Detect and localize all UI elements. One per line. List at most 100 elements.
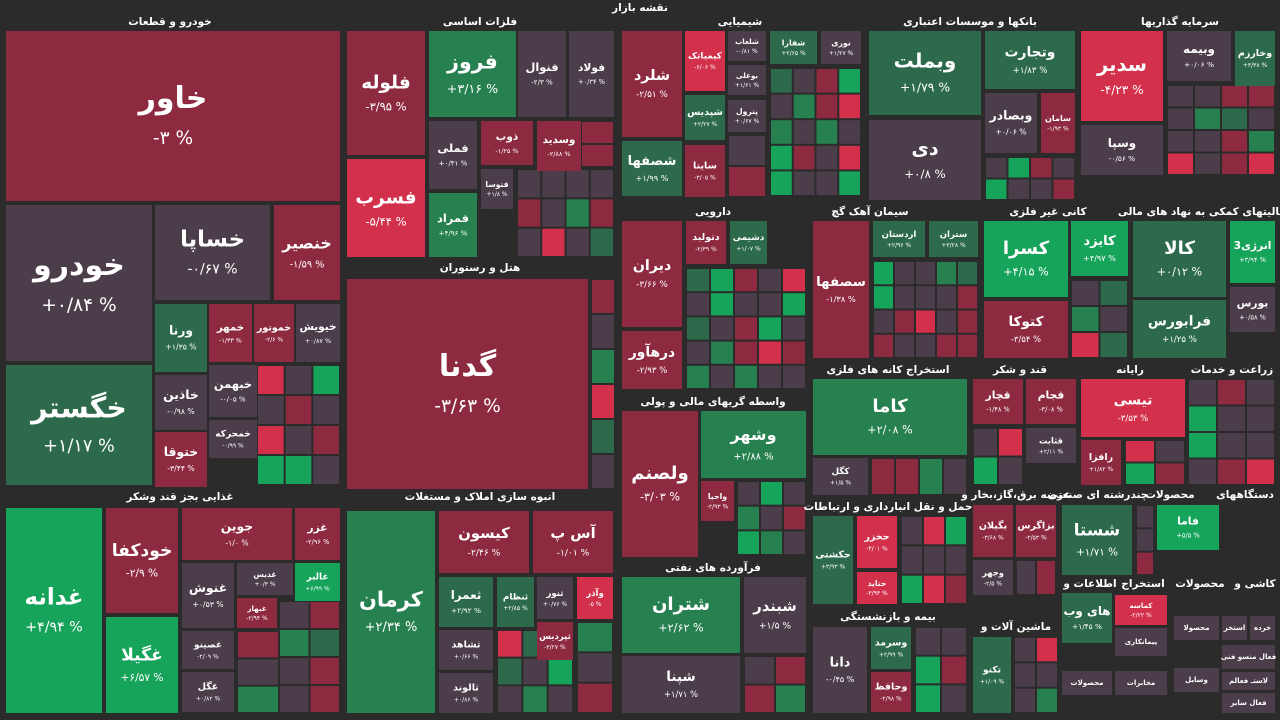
stock-tile[interactable] [622,141,682,196]
stock-tile[interactable] [728,65,766,95]
stock-tile[interactable] [533,511,613,573]
stock-tile[interactable] [182,563,234,628]
stock-tile[interactable] [869,120,981,200]
stock-tile[interactable] [439,577,493,627]
stock-tile[interactable] [1115,595,1167,625]
stock-tile[interactable] [701,411,806,478]
stock-tile[interactable] [254,304,294,362]
stock-tile[interactable] [1115,671,1167,695]
stock-tile[interactable] [929,221,978,257]
stock-tile[interactable] [1081,125,1163,175]
stock-tile[interactable] [295,563,340,601]
stock-tile[interactable] [182,508,292,560]
stock-tile[interactable] [155,205,270,300]
stock-tile[interactable] [518,31,566,117]
stock-tile[interactable] [1071,221,1128,276]
stock-tile[interactable] [1174,616,1219,640]
stock-tile[interactable] [857,572,897,604]
stock-tile[interactable] [439,673,493,713]
stock-tile[interactable] [1222,616,1247,640]
stock-tile[interactable] [6,205,152,361]
stock-tile[interactable] [1081,31,1163,121]
stock-tile[interactable] [209,365,257,417]
stock-tile[interactable] [728,100,766,132]
stock-tile[interactable] [973,505,1013,557]
stock-tile[interactable] [1167,31,1231,81]
stock-tile[interactable] [813,516,853,604]
stock-tile[interactable] [497,577,534,627]
stock-tile[interactable] [821,31,861,64]
stock-tile[interactable] [155,304,207,372]
stock-tile[interactable] [1222,693,1275,713]
stock-tile[interactable] [622,331,682,389]
stock-tile[interactable] [347,511,435,713]
stock-tile[interactable] [1062,593,1112,643]
stock-tile[interactable] [481,169,513,209]
stock-tile[interactable] [439,630,493,670]
stock-tile[interactable] [685,145,725,197]
stock-tile[interactable] [984,301,1068,358]
stock-tile[interactable] [347,159,425,257]
stock-tile[interactable] [1230,221,1275,283]
stock-tile[interactable] [481,121,533,165]
stock-tile[interactable] [537,622,573,660]
stock-tile[interactable] [1174,668,1219,692]
stock-tile[interactable] [685,31,725,91]
stock-tile[interactable] [1133,221,1226,297]
stock-tile[interactable] [1081,379,1185,437]
stock-tile[interactable] [1081,440,1121,485]
stock-tile[interactable] [347,31,425,155]
stock-tile[interactable] [813,627,867,713]
stock-tile[interactable] [1041,93,1075,153]
stock-tile[interactable] [1222,672,1275,690]
stock-tile[interactable] [730,221,767,264]
stock-tile[interactable] [1250,616,1275,640]
stock-tile[interactable] [1133,300,1226,358]
stock-tile[interactable] [296,304,340,362]
stock-tile[interactable] [813,221,869,358]
stock-tile[interactable] [6,508,102,713]
stock-tile[interactable] [1026,379,1076,424]
stock-tile[interactable] [622,31,682,137]
stock-tile[interactable] [1230,287,1275,332]
stock-tile[interactable] [871,672,911,712]
stock-tile[interactable] [973,560,1013,595]
stock-tile[interactable] [429,193,477,257]
stock-tile[interactable] [429,31,516,117]
stock-tile[interactable] [973,637,1011,713]
stock-tile[interactable] [1062,671,1112,695]
stock-tile[interactable] [577,577,613,619]
stock-tile[interactable] [106,508,178,613]
stock-tile[interactable] [813,458,868,495]
stock-tile[interactable] [182,631,234,669]
stock-tile[interactable] [182,672,234,712]
stock-tile[interactable] [209,304,252,362]
stock-tile[interactable] [770,31,817,64]
stock-tile[interactable] [869,31,981,115]
stock-tile[interactable] [1026,428,1076,463]
stock-tile[interactable] [728,31,766,61]
stock-tile[interactable] [295,508,340,560]
stock-tile[interactable] [622,656,740,713]
stock-tile[interactable] [686,221,726,264]
stock-tile[interactable] [744,577,806,653]
stock-tile[interactable] [429,121,477,189]
stock-tile[interactable] [622,577,740,653]
stock-tile[interactable] [701,481,734,521]
stock-tile[interactable] [106,617,178,713]
stock-tile[interactable] [1222,645,1275,669]
stock-tile[interactable] [984,221,1068,297]
stock-tile[interactable] [813,379,967,455]
stock-tile[interactable] [155,375,207,430]
stock-tile[interactable] [871,627,911,669]
stock-tile[interactable] [985,31,1075,89]
stock-tile[interactable] [1062,505,1132,575]
stock-tile[interactable] [985,93,1037,153]
stock-tile[interactable] [973,379,1023,424]
stock-tile[interactable] [622,221,682,327]
stock-tile[interactable] [1016,505,1056,557]
stock-tile[interactable] [1157,505,1219,550]
stock-tile[interactable] [873,221,925,257]
stock-tile[interactable] [1235,31,1275,86]
stock-tile[interactable] [155,432,207,487]
